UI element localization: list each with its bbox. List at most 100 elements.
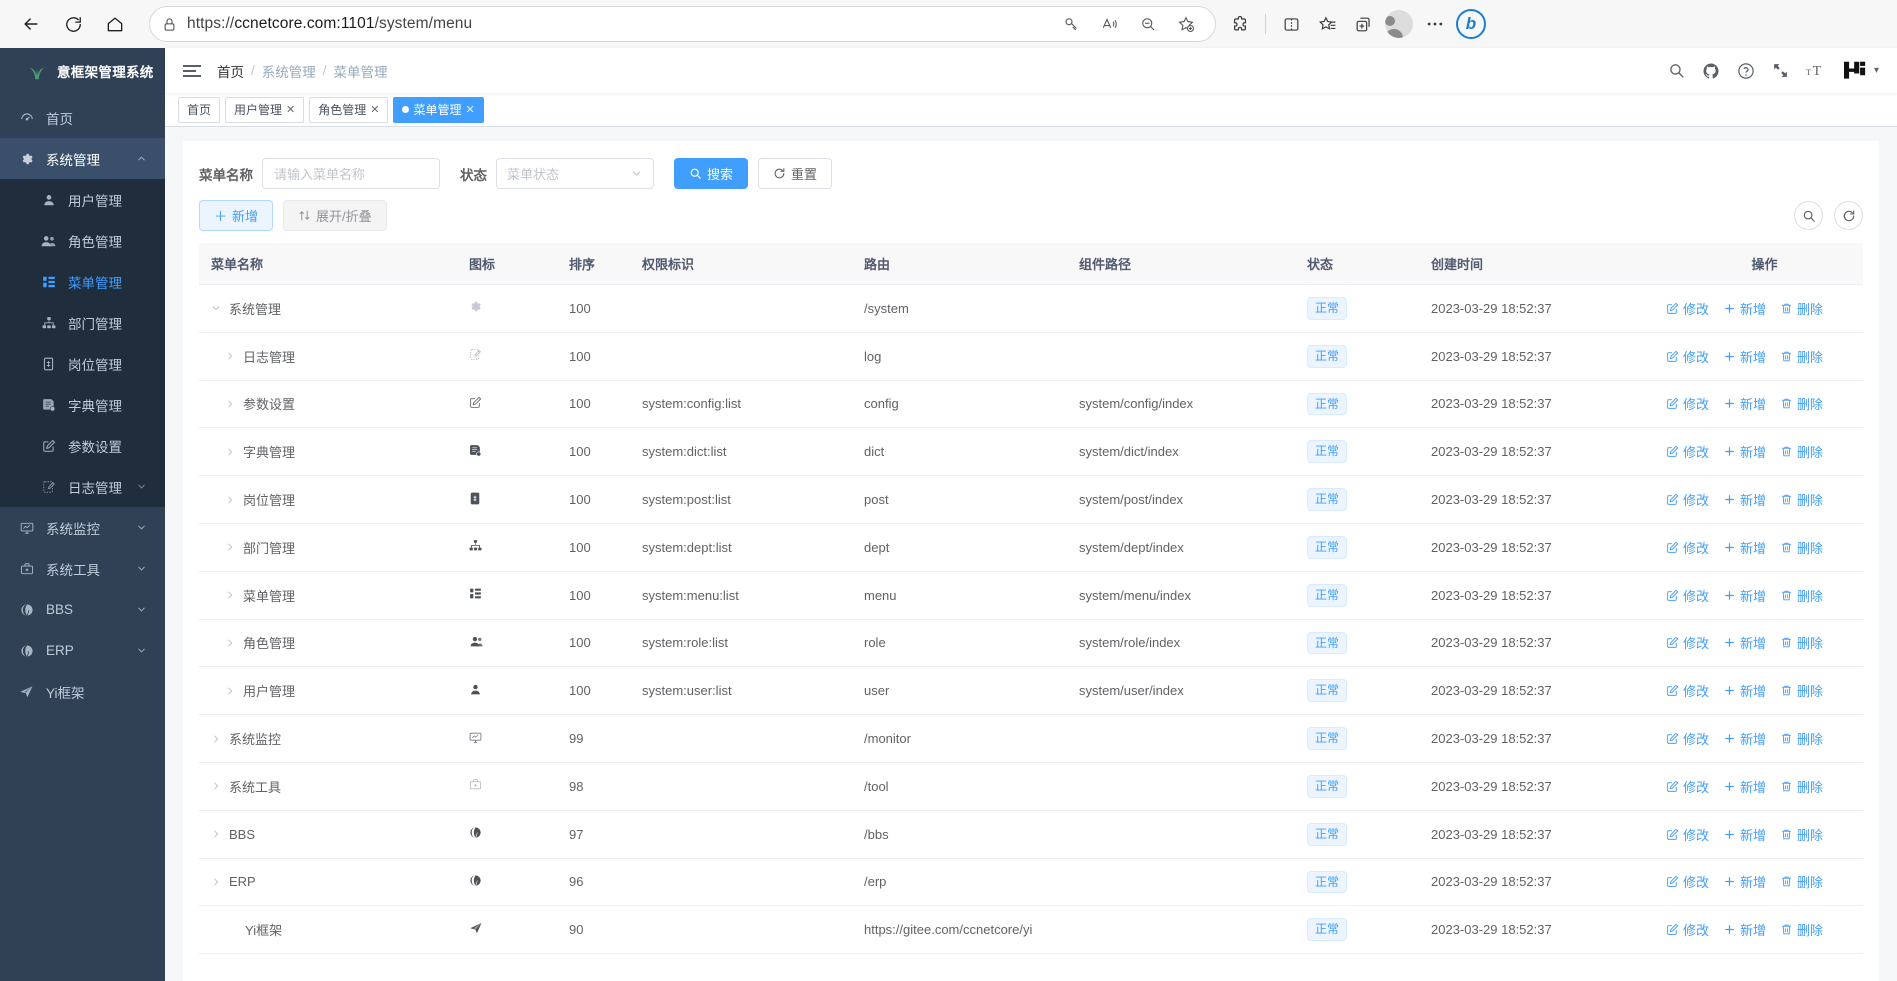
close-icon[interactable]: ✕ <box>465 104 475 116</box>
fullscreen-icon[interactable] <box>1772 62 1789 79</box>
table-row[interactable]: 日志管理 100 log 正常 2023-03-29 18:52:37 修改 新增 删除 <box>199 332 1863 381</box>
edit-button[interactable]: 修改 <box>1666 920 1709 939</box>
chevron-right-icon[interactable] <box>225 399 235 409</box>
edit-button[interactable]: 修改 <box>1666 394 1709 413</box>
delete-button[interactable]: 删除 <box>1780 490 1823 509</box>
home-button[interactable] <box>94 7 136 41</box>
chevron-down-icon[interactable] <box>211 303 221 313</box>
table-row[interactable]: 菜单管理 100 system:menu:list menu system/menu/i… <box>199 571 1863 620</box>
profile-icon[interactable] <box>1382 7 1416 41</box>
delete-button[interactable]: 删除 <box>1780 347 1823 366</box>
breadcrumb-item-1[interactable]: 系统管理 <box>261 64 316 80</box>
extensions-icon[interactable] <box>1223 7 1257 41</box>
collections-icon[interactable] <box>1346 7 1380 41</box>
favorites-icon[interactable] <box>1310 7 1344 41</box>
table-row[interactable]: BBS 97/bbs 正常 2023-03-29 18:52:37 修改 新增 删除 <box>199 810 1863 859</box>
add-row-button[interactable]: 新增 <box>1723 729 1766 748</box>
sidebar-item-dept[interactable]: 部门管理 <box>0 302 165 343</box>
table-row[interactable]: 部门管理 100 system:dept:list dept system/dept/i… <box>199 523 1863 572</box>
table-row[interactable]: 参数设置 100 system:config:list config system/co… <box>199 380 1863 429</box>
read-aloud-icon[interactable] <box>1093 7 1127 41</box>
edit-button[interactable]: 修改 <box>1666 347 1709 366</box>
tag-menu[interactable]: 菜单管理 ✕ <box>393 96 484 123</box>
breadcrumb-item-0[interactable]: 首页 <box>217 64 244 80</box>
delete-button[interactable]: 删除 <box>1780 394 1823 413</box>
search-button[interactable]: 搜索 <box>674 158 749 189</box>
settings-more-icon[interactable] <box>1418 7 1452 41</box>
sidebar-item-system[interactable]: 系统管理 <box>0 138 165 179</box>
delete-button[interactable]: 删除 <box>1780 299 1823 318</box>
close-icon[interactable]: ✕ <box>370 104 380 116</box>
menu-name-input[interactable]: 请输入菜单名称 <box>262 158 440 189</box>
user-menu[interactable]: ▾ <box>1842 60 1879 82</box>
table-row[interactable]: 系统管理 100/system 正常 2023-03-29 18:52:37 修改 新增 删… <box>199 284 1863 333</box>
tag-user[interactable]: 用户管理 ✕ <box>225 96 305 123</box>
collapse-sidebar-icon[interactable] <box>183 64 201 77</box>
add-row-button[interactable]: 新增 <box>1723 872 1766 891</box>
add-button[interactable]: ＋ 新增 <box>199 200 274 231</box>
add-row-button[interactable]: 新增 <box>1723 681 1766 700</box>
sidebar-item-yi[interactable]: Yi框架 <box>0 671 165 712</box>
chevron-right-icon[interactable] <box>225 638 235 648</box>
delete-button[interactable]: 删除 <box>1780 872 1823 891</box>
zoom-out-icon[interactable] <box>1131 7 1165 41</box>
chevron-right-icon[interactable] <box>211 829 221 839</box>
delete-button[interactable]: 删除 <box>1780 920 1823 939</box>
delete-button[interactable]: 删除 <box>1780 681 1823 700</box>
sidebar-item-monitor[interactable]: 系统监控 <box>0 507 165 548</box>
table-row[interactable]: 用户管理 100 system:user:list user system/user/i… <box>199 666 1863 716</box>
sidebar-item-erp[interactable]: ERP <box>0 630 165 671</box>
add-row-button[interactable]: 新增 <box>1723 394 1766 413</box>
copilot-icon[interactable]: b <box>1454 7 1488 41</box>
add-row-button[interactable]: 新增 <box>1723 299 1766 318</box>
table-search-toggle[interactable] <box>1794 201 1823 230</box>
tag-role[interactable]: 角色管理 ✕ <box>309 96 389 123</box>
add-row-button[interactable]: 新增 <box>1723 347 1766 366</box>
edit-button[interactable]: 修改 <box>1666 538 1709 557</box>
edit-button[interactable]: 修改 <box>1666 442 1709 461</box>
chevron-right-icon[interactable] <box>211 877 221 887</box>
table-row[interactable]: 系统工具 98/tool 正常 2023-03-29 18:52:37 修改 新增 删除 <box>199 762 1863 811</box>
search-icon[interactable] <box>1668 62 1685 79</box>
delete-button[interactable]: 删除 <box>1780 586 1823 605</box>
edit-button[interactable]: 修改 <box>1666 299 1709 318</box>
expand-collapse-button[interactable]: 展开/折叠 <box>283 200 387 231</box>
sidebar-item-config[interactable]: 参数设置 <box>0 425 165 466</box>
split-screen-icon[interactable] <box>1274 7 1308 41</box>
edit-button[interactable]: 修改 <box>1666 777 1709 796</box>
delete-button[interactable]: 删除 <box>1780 538 1823 557</box>
key-icon[interactable] <box>1055 7 1089 41</box>
reset-button[interactable]: 重置 <box>758 158 833 189</box>
add-favorite-icon[interactable] <box>1169 7 1203 41</box>
add-row-button[interactable]: 新增 <box>1723 586 1766 605</box>
sidebar-logo[interactable]: 意框架管理系统 <box>0 48 165 93</box>
add-row-button[interactable]: 新增 <box>1723 825 1766 844</box>
chevron-right-icon[interactable] <box>211 781 221 791</box>
add-row-button[interactable]: 新增 <box>1723 442 1766 461</box>
edit-button[interactable]: 修改 <box>1666 586 1709 605</box>
reload-button[interactable] <box>52 7 94 41</box>
tag-home[interactable]: 首页 <box>178 96 221 123</box>
edit-button[interactable]: 修改 <box>1666 681 1709 700</box>
delete-button[interactable]: 删除 <box>1780 777 1823 796</box>
chevron-right-icon[interactable] <box>225 447 235 457</box>
delete-button[interactable]: 删除 <box>1780 825 1823 844</box>
sidebar-item-log[interactable]: 日志管理 <box>0 466 165 507</box>
edit-button[interactable]: 修改 <box>1666 825 1709 844</box>
edit-button[interactable]: 修改 <box>1666 633 1709 652</box>
back-button[interactable] <box>10 7 52 41</box>
add-row-button[interactable]: 新增 <box>1723 633 1766 652</box>
address-bar[interactable]: https://ccnetcore.com:1101/system/menu <box>150 7 1215 41</box>
chevron-right-icon[interactable] <box>225 686 235 696</box>
delete-button[interactable]: 删除 <box>1780 442 1823 461</box>
chevron-right-icon[interactable] <box>211 734 221 744</box>
add-row-button[interactable]: 新增 <box>1723 490 1766 509</box>
github-icon[interactable] <box>1702 62 1720 80</box>
close-icon[interactable]: ✕ <box>286 104 296 116</box>
help-icon[interactable] <box>1737 62 1755 80</box>
table-row[interactable]: Yi框架 90 https://gitee.com/ccnetcore/yi 正常 20… <box>199 905 1863 955</box>
table-row[interactable]: 角色管理 100 system:role:list role system/role/i… <box>199 619 1863 668</box>
add-row-button[interactable]: 新增 <box>1723 538 1766 557</box>
edit-button[interactable]: 修改 <box>1666 490 1709 509</box>
table-row[interactable]: 字典管理 100 system:dict:list dict system/dict/i… <box>199 427 1863 477</box>
